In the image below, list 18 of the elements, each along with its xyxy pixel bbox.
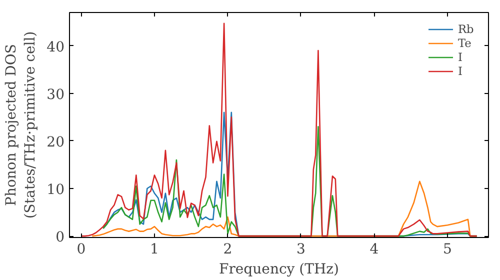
x-tick-label: 3 [296,242,306,258]
legend-label: I [458,50,464,64]
legend-label: Rb [458,22,475,36]
x-tick-label: 5 [443,242,452,258]
x-tick-label: 1 [150,242,159,258]
line-series [80,22,478,237]
legend-label: I [458,64,464,78]
x-tick-label: 0 [76,242,86,258]
x-tick-label: 4 [370,242,379,258]
y-tick-label: 20 [46,134,65,150]
y-tick-label: 0 [56,230,65,246]
y-tick-label: 10 [46,182,65,198]
x-axis-title: Frequency (THz) [218,262,340,278]
legend-label: Te [458,36,472,50]
y-tick-label: 30 [46,86,65,103]
x-tick-label: 2 [223,242,232,258]
y-axis-title: Phonon projected DOS (States/THz·primitive cell) [3,31,39,219]
y-tick-label: 40 [46,39,65,56]
